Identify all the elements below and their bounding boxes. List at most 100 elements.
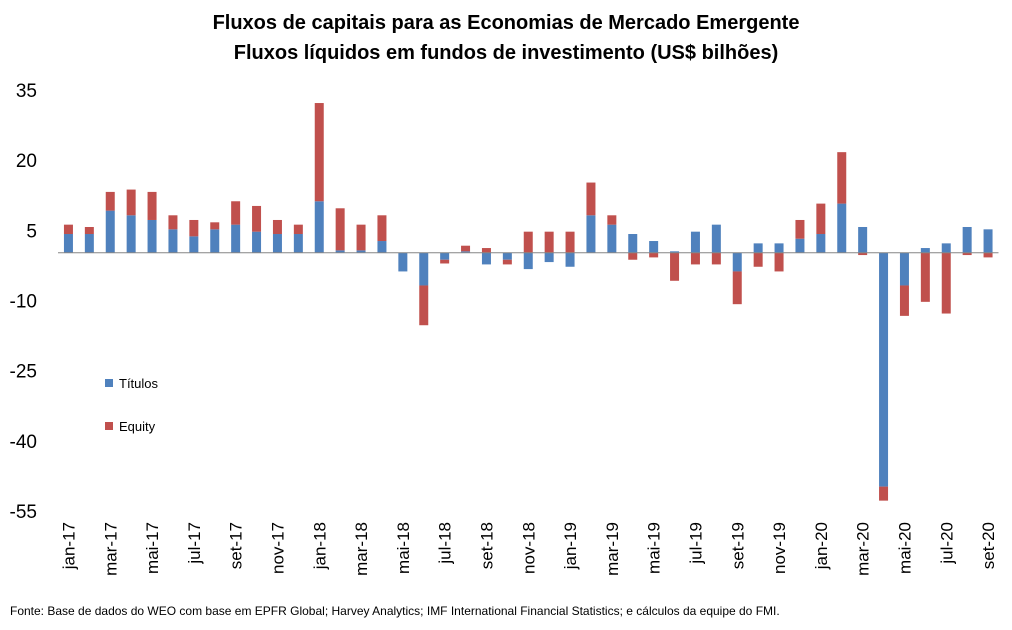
- bar-equity: [962, 252, 972, 256]
- bar-titulos: [168, 229, 178, 253]
- bar-equity: [314, 103, 324, 202]
- bar-titulos: [147, 219, 157, 253]
- bar-equity: [732, 271, 742, 305]
- chart-subtitle: Fluxos líquidos em fundos de investiment…: [233, 42, 779, 64]
- bar-titulos: [879, 252, 889, 487]
- x-tick-label: jul-18: [436, 522, 455, 565]
- chart-title: Fluxos de capitais para as Economias de …: [212, 12, 800, 34]
- x-tick-label: mar-18: [352, 522, 371, 576]
- bar-equity: [920, 252, 930, 302]
- bar-equity: [272, 219, 282, 235]
- x-tick-label: jan-20: [812, 522, 831, 570]
- bar-equity: [690, 252, 700, 265]
- bar-equity: [899, 285, 909, 316]
- bar-titulos: [126, 215, 136, 253]
- bar-titulos: [398, 252, 408, 272]
- bar-titulos: [314, 201, 324, 253]
- bar-equity: [941, 252, 951, 314]
- bar-titulos: [63, 234, 73, 253]
- bar-equity: [628, 252, 638, 260]
- x-tick-label: set-20: [979, 522, 998, 569]
- bar-titulos: [377, 241, 387, 253]
- bar-titulos: [899, 252, 909, 286]
- bar-equity: [252, 205, 262, 232]
- bar-titulos: [565, 252, 575, 267]
- bar-titulos: [544, 252, 554, 263]
- x-tick-label: set-17: [227, 522, 246, 569]
- bar-titulos: [419, 252, 429, 286]
- bar-titulos: [461, 251, 471, 253]
- legend-label: Equity: [119, 419, 156, 434]
- x-tick-label: jan-18: [310, 522, 329, 570]
- bar-equity: [126, 189, 136, 216]
- legend-label: Títulos: [119, 376, 159, 391]
- bar-titulos: [837, 203, 847, 253]
- x-tick-label: nov-19: [770, 522, 789, 574]
- bar-equity: [231, 201, 241, 225]
- bar-equity: [210, 222, 220, 230]
- bar-titulos: [481, 252, 491, 265]
- bar-titulos: [189, 236, 199, 253]
- bar-equity: [753, 252, 763, 267]
- x-tick-label: jan-19: [561, 522, 580, 570]
- bar-titulos: [210, 229, 220, 253]
- bar-equity: [168, 215, 178, 230]
- bar-titulos: [252, 231, 262, 253]
- y-tick-label: 5: [26, 221, 37, 242]
- bar-equity: [293, 224, 303, 235]
- bar-equity: [544, 231, 554, 253]
- bar-equity: [711, 252, 721, 265]
- bar-equity: [670, 252, 680, 281]
- bar-equity: [105, 191, 115, 211]
- bar-titulos: [335, 250, 345, 253]
- bar-equity: [879, 486, 889, 501]
- x-tick-label: nov-17: [268, 522, 287, 574]
- x-tick-label: set-19: [728, 522, 747, 569]
- bar-equity: [649, 252, 659, 258]
- bar-titulos: [795, 238, 805, 253]
- bar-equity: [607, 215, 617, 225]
- x-tick-label: jul-17: [185, 522, 204, 565]
- chart-plot: 35 20 5 -10 -25 -40 -55 jan-17 mar-17 mai-17 jul-1…: [10, 81, 999, 576]
- bar-equity: [440, 259, 450, 264]
- y-tick-label: -25: [10, 362, 37, 383]
- bar-titulos: [753, 243, 763, 253]
- bar-equity: [502, 259, 512, 265]
- bar-titulos: [711, 224, 721, 253]
- bar-equity: [84, 226, 94, 235]
- bar-equity: [335, 208, 345, 251]
- legend-swatch: [105, 422, 113, 430]
- x-tick-label: mai-17: [143, 522, 162, 574]
- x-tick-label: mar-19: [603, 522, 622, 576]
- bar-titulos: [858, 226, 868, 253]
- x-tick-label: mar-20: [854, 522, 873, 576]
- x-tick-label: mai-20: [895, 522, 914, 574]
- legend-swatch: [105, 379, 113, 387]
- source-note: Fonte: Base de dados do WEO com base em …: [10, 604, 780, 618]
- x-tick-label: jan-17: [59, 522, 78, 570]
- x-tick-label: jul-20: [937, 522, 956, 565]
- bar-equity: [377, 215, 387, 242]
- bar-equity: [189, 219, 199, 237]
- bar-titulos: [231, 224, 241, 253]
- bar-titulos: [920, 248, 930, 253]
- bar-titulos: [586, 215, 596, 253]
- bar-titulos: [816, 234, 826, 253]
- bar-titulos: [440, 252, 450, 260]
- bar-equity: [837, 152, 847, 204]
- bar-titulos: [84, 234, 94, 253]
- bar-equity: [774, 252, 784, 272]
- bar-equity: [63, 224, 73, 235]
- bar-equity: [356, 224, 366, 251]
- bar-equity: [419, 285, 429, 326]
- bar-titulos: [105, 210, 115, 253]
- y-tick-label: 20: [16, 151, 37, 172]
- bar-equity: [586, 182, 596, 216]
- bar-equity: [461, 245, 471, 252]
- bar-titulos: [628, 234, 638, 253]
- bar-titulos: [732, 252, 742, 272]
- x-tick-label: nov-18: [519, 522, 538, 574]
- bar-titulos: [649, 241, 659, 253]
- x-tick-label: set-18: [477, 522, 496, 569]
